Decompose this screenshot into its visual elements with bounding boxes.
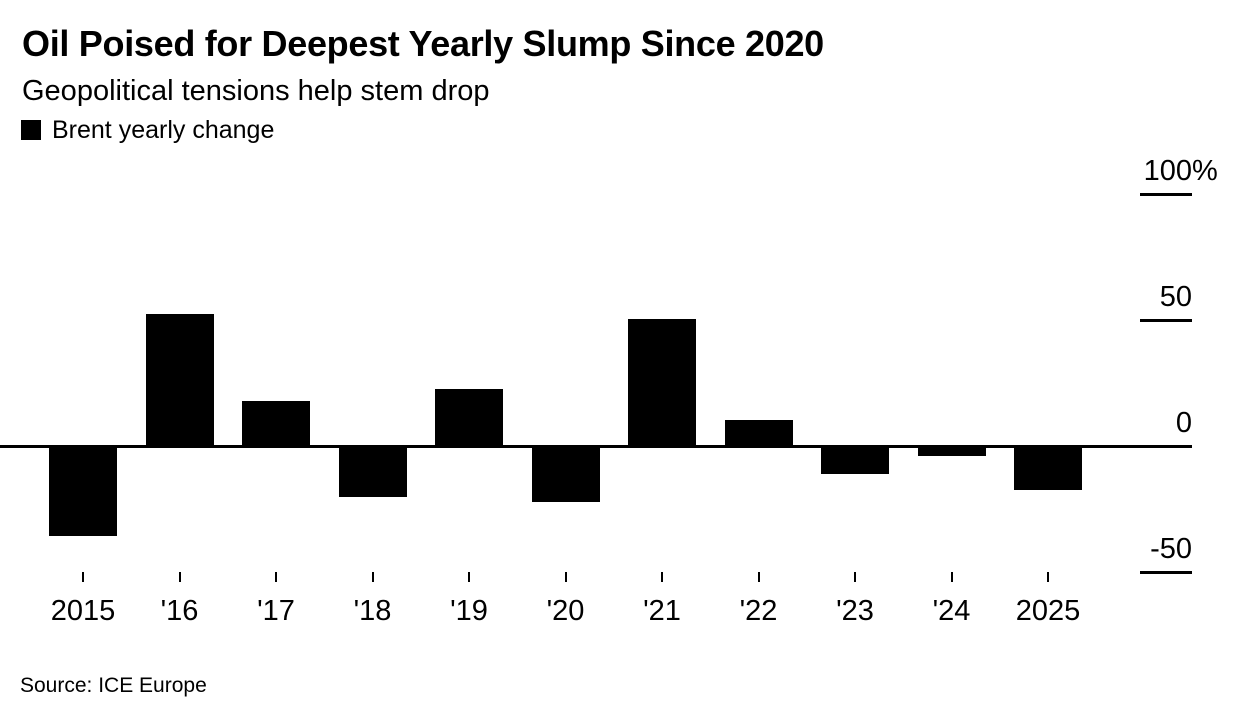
x-axis-label: '19 bbox=[450, 595, 488, 627]
percent-suffix: % bbox=[1192, 155, 1218, 187]
x-axis-tick bbox=[661, 572, 663, 582]
x-axis-tick bbox=[854, 572, 856, 582]
x-axis-label: '21 bbox=[643, 595, 681, 627]
y-axis-tick bbox=[1140, 571, 1192, 574]
x-axis-label: '22 bbox=[739, 595, 778, 627]
legend-label: Brent yearly change bbox=[52, 116, 275, 144]
x-axis-label: 2025 bbox=[1015, 595, 1081, 627]
source-note: Source: ICE Europe bbox=[20, 674, 207, 697]
x-axis-label: 2015 bbox=[50, 595, 116, 627]
x-axis-label: '23 bbox=[836, 595, 874, 627]
legend-swatch-icon bbox=[21, 120, 41, 140]
x-axis-tick bbox=[468, 572, 470, 582]
y-axis-label-value: -50 bbox=[1150, 533, 1192, 565]
y-axis-label-value: 0 bbox=[1175, 407, 1192, 439]
x-axis-label: '20 bbox=[546, 595, 585, 627]
bar-22 bbox=[724, 419, 793, 446]
x-axis-label: '16 bbox=[160, 595, 199, 627]
bar-23 bbox=[821, 448, 889, 474]
x-axis-tick bbox=[950, 572, 953, 582]
x-axis-tick bbox=[1047, 572, 1049, 582]
y-axis-label-value: 50 bbox=[1159, 281, 1192, 313]
chart-title: Oil Poised for Deepest Yearly Slump Sinc… bbox=[22, 23, 824, 64]
bar-18 bbox=[338, 448, 407, 498]
y-axis-label: 0 bbox=[1176, 409, 1192, 438]
bar-19 bbox=[435, 388, 503, 446]
chart-subtitle: Geopolitical tensions help stem drop bbox=[22, 75, 490, 107]
y-axis-label: 50 bbox=[1160, 283, 1192, 312]
zero-axis-line bbox=[0, 445, 1140, 448]
x-axis-tick bbox=[82, 572, 84, 582]
x-axis-tick bbox=[757, 572, 760, 582]
bar-16 bbox=[145, 313, 214, 446]
bar-17 bbox=[242, 401, 310, 446]
x-axis-tick bbox=[275, 572, 277, 582]
x-axis-label: '18 bbox=[353, 595, 392, 627]
bar-24 bbox=[917, 448, 986, 456]
x-axis-label: '17 bbox=[257, 595, 295, 627]
x-axis-label: '24 bbox=[932, 595, 971, 627]
y-axis-tick bbox=[1140, 193, 1192, 196]
y-axis-tick bbox=[1140, 319, 1192, 322]
bar-2025 bbox=[1014, 448, 1082, 491]
y-axis-label: -50 bbox=[1150, 535, 1192, 564]
bar-2015 bbox=[49, 448, 117, 537]
legend: Brent yearly change bbox=[21, 117, 274, 143]
y-axis-tick bbox=[1140, 445, 1192, 448]
bar-20 bbox=[531, 448, 600, 503]
x-axis-tick bbox=[371, 572, 374, 582]
bar-21 bbox=[628, 319, 696, 446]
y-axis-label: 100% bbox=[1143, 155, 1218, 187]
x-axis-tick bbox=[178, 572, 181, 582]
y-axis-label-value: 100 bbox=[1143, 155, 1192, 187]
x-axis-tick bbox=[564, 572, 567, 582]
